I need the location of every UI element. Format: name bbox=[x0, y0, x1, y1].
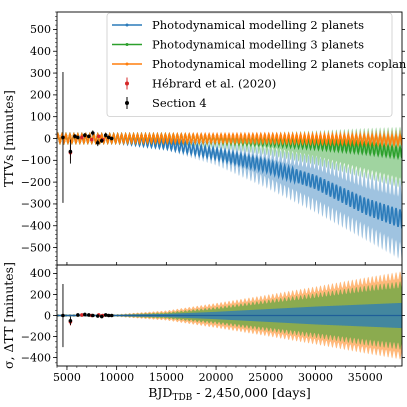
x-tick-label: 30000 bbox=[298, 371, 333, 384]
section4-residual-point bbox=[109, 313, 114, 318]
x-tick-label: 20000 bbox=[199, 371, 234, 384]
ttv-y-axis-label: TTVs [minutes] bbox=[1, 90, 16, 187]
ttv-y-tick-label: 400 bbox=[30, 45, 51, 58]
section4-residual-point bbox=[95, 314, 100, 318]
residual-y-tick-label: −400 bbox=[21, 351, 51, 364]
ttv-y-tick-label: −100 bbox=[21, 154, 51, 167]
x-tick-label: 5000 bbox=[53, 371, 81, 384]
ttv-observations bbox=[61, 71, 114, 203]
ttv-y-tick-label: −400 bbox=[21, 220, 51, 233]
residual-observations bbox=[61, 283, 114, 348]
section4-point bbox=[87, 134, 91, 139]
hebrard-point bbox=[80, 135, 84, 140]
section4-point bbox=[83, 133, 87, 138]
legend-label: Hébrard et al. (2020) bbox=[152, 77, 276, 91]
section4-residual-point bbox=[90, 313, 95, 318]
ttv-y-tick-label: −300 bbox=[21, 198, 51, 211]
legend-marker-2 bbox=[125, 43, 129, 46]
x-axis-label-subscript: TDB bbox=[172, 393, 192, 403]
section4-residual-point bbox=[87, 313, 91, 317]
section4-residual-point bbox=[103, 313, 108, 317]
hebrard-point bbox=[89, 137, 94, 142]
residual-panel: −400 −200 0 200 400 5000 10000 15000 20000 25000… bbox=[21, 262, 405, 384]
section4-point bbox=[103, 133, 108, 138]
section4-residual-point bbox=[61, 313, 65, 318]
legend-marker-5 bbox=[125, 101, 129, 105]
ttv-y-tick-label: 100 bbox=[30, 110, 51, 123]
section4-point bbox=[68, 149, 73, 154]
x-axis-label-main: BJD bbox=[148, 385, 172, 400]
hebrard-point bbox=[96, 134, 101, 139]
ttv-y-axis: −500 −400 −300 −200 −100 0 100 200 300 400 500 bbox=[21, 11, 405, 266]
x-tick-label: 25000 bbox=[248, 371, 283, 384]
legend-marker-1 bbox=[125, 23, 129, 27]
legend-marker-4 bbox=[125, 81, 129, 86]
residual-bands bbox=[57, 271, 402, 360]
ttv-bands bbox=[57, 126, 402, 262]
hebrard-residual-point bbox=[80, 313, 84, 317]
section4-point bbox=[90, 131, 95, 135]
ttv-band-1 bbox=[57, 133, 402, 262]
section4-residual-point bbox=[68, 318, 73, 323]
section4-point bbox=[99, 138, 104, 143]
section4-point bbox=[76, 135, 80, 140]
residual-y-axis-label: σ, ΔTT [minutes] bbox=[1, 262, 16, 369]
section4-point bbox=[95, 141, 100, 145]
ttv-series-lines bbox=[57, 131, 402, 229]
x-axis-label: BJDTDB - 2,450,000 [days] bbox=[148, 385, 311, 403]
residual-y-tick-label: −200 bbox=[21, 330, 51, 343]
legend-label: Photodynamical modelling 3 planets bbox=[152, 38, 364, 52]
ttv-line-3 bbox=[57, 131, 402, 148]
x-tick-label: 15000 bbox=[149, 371, 184, 384]
residual-y-tick-label: 400 bbox=[30, 267, 51, 280]
ttv-y-tick-label: −200 bbox=[21, 176, 51, 189]
legend: Photodynamical modelling 2 planets Photod… bbox=[106, 12, 407, 117]
ttv-y-tick-label: −500 bbox=[21, 241, 51, 254]
ttv-y-tick-label: 500 bbox=[30, 23, 51, 36]
residual-y-tick-label: 200 bbox=[30, 288, 51, 301]
section4-point bbox=[73, 134, 77, 139]
x-tick-label: 35000 bbox=[348, 371, 383, 384]
section4-residual-point bbox=[76, 313, 80, 317]
legend-label: Section 4 bbox=[152, 96, 207, 110]
section4-point bbox=[61, 135, 65, 140]
residual-y-axis: −400 −200 0 200 400 bbox=[21, 267, 405, 364]
legend-box bbox=[106, 12, 393, 117]
section4-residual-point bbox=[83, 312, 87, 317]
x-axis-label-rest: - 2,450,000 [days] bbox=[192, 385, 310, 400]
legend-label: Photodynamical modelling 2 planets copla… bbox=[152, 57, 407, 71]
legend-marker-3 bbox=[125, 62, 129, 66]
section4-residual-point bbox=[106, 313, 111, 318]
ttv-y-tick-label: 0 bbox=[44, 132, 51, 145]
ttv-y-tick-label: 300 bbox=[30, 67, 51, 80]
ttv-y-tick-label: 200 bbox=[30, 89, 51, 102]
section4-point bbox=[109, 136, 114, 141]
ttv-panel: −500 −400 −300 −200 −100 0 100 200 300 400 500 bbox=[21, 11, 405, 266]
residual-y-tick-label: 0 bbox=[44, 309, 51, 322]
x-axis: 5000 10000 15000 20000 25000 30000 35000 bbox=[53, 262, 396, 384]
legend-items: Photodynamical modelling 2 planets Photod… bbox=[112, 18, 407, 110]
section4-point bbox=[106, 135, 111, 140]
section4-residual-point bbox=[99, 314, 104, 319]
x-tick-label: 10000 bbox=[99, 371, 134, 384]
residual-panel-frame bbox=[56, 264, 403, 367]
legend-label: Photodynamical modelling 2 planets bbox=[152, 18, 364, 32]
